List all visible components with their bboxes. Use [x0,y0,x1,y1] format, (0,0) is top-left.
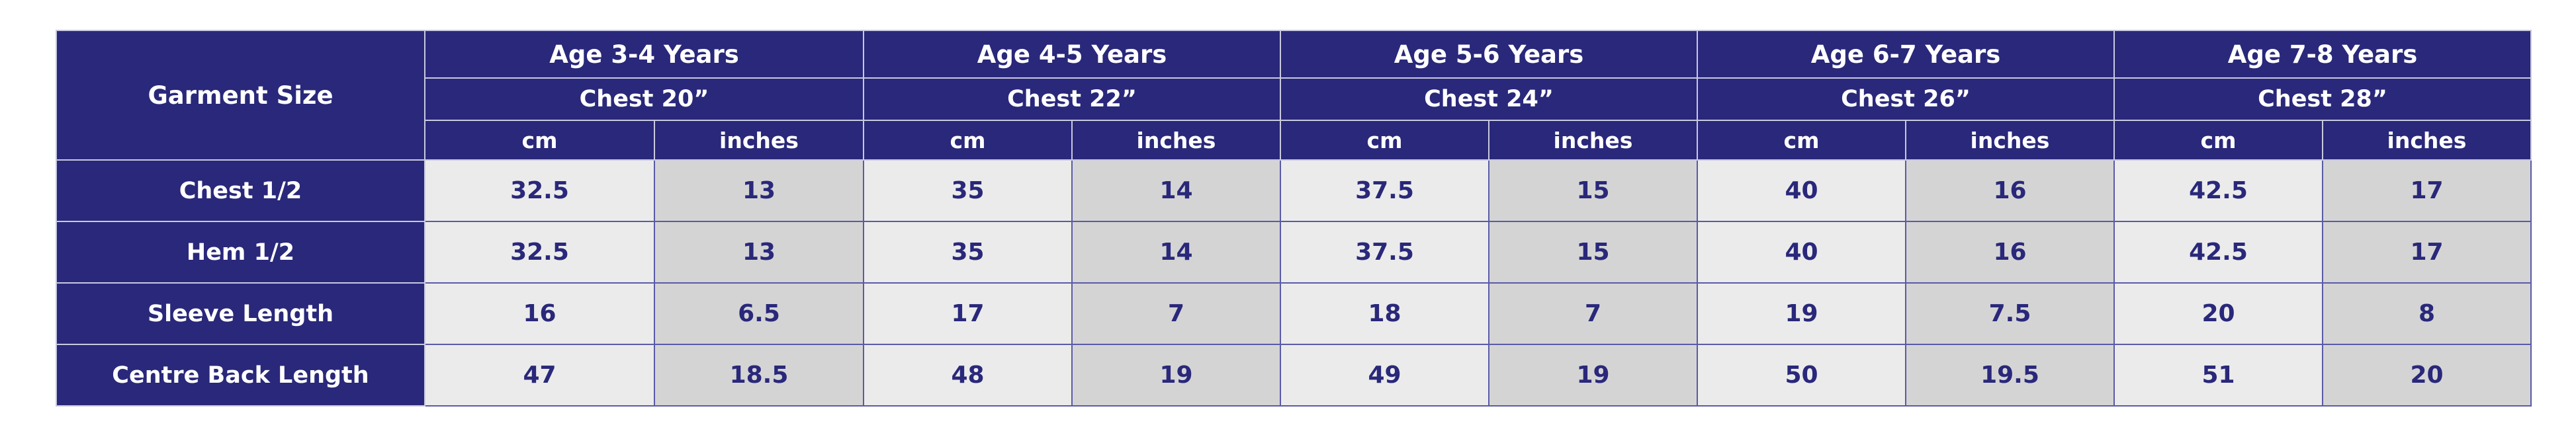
chest-header: Chest 28” [2113,77,2532,121]
measurement-cell: 32.5 [424,159,655,222]
data-row: Chest 1/2 32.5 13 35 14 37.5 15 40 16 42.5 17 [56,159,2532,222]
unit-header: inches [1488,120,1698,161]
measurement-cell: 7 [1488,282,1698,345]
chest-header: Chest 26” [1697,77,2115,121]
data-row: Centre Back Length 47 18.5 48 19 49 19 50 19.5 51… [56,344,2532,407]
measurement-cell: 18 [1280,282,1489,345]
measurement-cell: 14 [1071,159,1281,222]
header-row: Chest 20” Chest 22” Chest 24” Chest 26” Ches… [56,77,2532,121]
measurement-cell: 47 [424,344,655,407]
measurement-cell: 51 [2113,344,2323,407]
unit-header: inches [1905,120,2115,161]
header-row: Garment Size Age 3-4 Years Age 4-5 Years Ag… [56,30,2532,161]
measurement-cell: 17 [2322,159,2532,222]
unit-header: inches [654,120,864,161]
measurement-cell: 37.5 [1280,159,1489,222]
size-table: Garment Size Age 3-4 Years Age 4-5 Years Ag… [56,30,2532,407]
unit-header: cm [1697,120,1906,161]
unit-header: cm [1280,120,1489,161]
row-label: Sleeve Length [56,282,425,345]
measurement-cell: 35 [863,221,1073,284]
measurement-cell: 19 [1071,344,1281,407]
measurement-cell: 6.5 [654,282,864,345]
measurement-cell: 49 [1280,344,1489,407]
measurement-cell: 20 [2113,282,2323,345]
measurement-cell: 19 [1697,282,1906,345]
measurement-cell: 13 [654,221,864,284]
measurement-cell: 50 [1697,344,1906,407]
measurement-cell: 13 [654,159,864,222]
measurement-cell: 16 [424,282,655,345]
data-row: Hem 1/2 32.5 13 35 14 37.5 15 40 16 42.5 17 [56,221,2532,284]
measurement-cell: 16 [1905,159,2115,222]
corner-header: Garment Size [56,30,425,161]
age-header: Age 4-5 Years [863,30,1281,79]
unit-header: cm [424,120,655,161]
age-header: Age 5-6 Years [1280,30,1698,79]
measurement-cell: 17 [2322,221,2532,284]
measurement-cell: 42.5 [2113,221,2323,284]
unit-header: inches [2322,120,2532,161]
measurement-cell: 14 [1071,221,1281,284]
unit-header: cm [863,120,1073,161]
row-label: Hem 1/2 [56,221,425,284]
measurement-cell: 16 [1905,221,2115,284]
measurement-cell: 17 [863,282,1073,345]
chest-header: Chest 24” [1280,77,1698,121]
measurement-cell: 19.5 [1905,344,2115,407]
measurement-cell: 15 [1488,221,1698,284]
measurement-cell: 37.5 [1280,221,1489,284]
unit-header: cm [2113,120,2323,161]
measurement-cell: 15 [1488,159,1698,222]
measurement-cell: 20 [2322,344,2532,407]
chest-header: Chest 20” [424,77,864,121]
measurement-cell: 35 [863,159,1073,222]
chest-header: Chest 22” [863,77,1281,121]
measurement-cell: 40 [1697,221,1906,284]
measurement-cell: 7 [1071,282,1281,345]
measurement-cell: 18.5 [654,344,864,407]
measurement-cell: 7.5 [1905,282,2115,345]
data-row: Sleeve Length 16 6.5 17 7 18 7 19 7.5 20 8 [56,282,2532,345]
measurement-cell: 8 [2322,282,2532,345]
row-label: Chest 1/2 [56,159,425,222]
age-header: Age 3-4 Years [424,30,864,79]
measurement-cell: 42.5 [2113,159,2323,222]
age-header: Age 7-8 Years [2113,30,2532,79]
age-header: Age 6-7 Years [1697,30,2115,79]
unit-header: inches [1071,120,1281,161]
measurement-cell: 19 [1488,344,1698,407]
measurement-cell: 32.5 [424,221,655,284]
row-label: Centre Back Length [56,344,425,407]
measurement-cell: 48 [863,344,1073,407]
header-row: cm inches cm inches cm inches cm inches cm inches [56,120,2532,161]
measurement-cell: 40 [1697,159,1906,222]
